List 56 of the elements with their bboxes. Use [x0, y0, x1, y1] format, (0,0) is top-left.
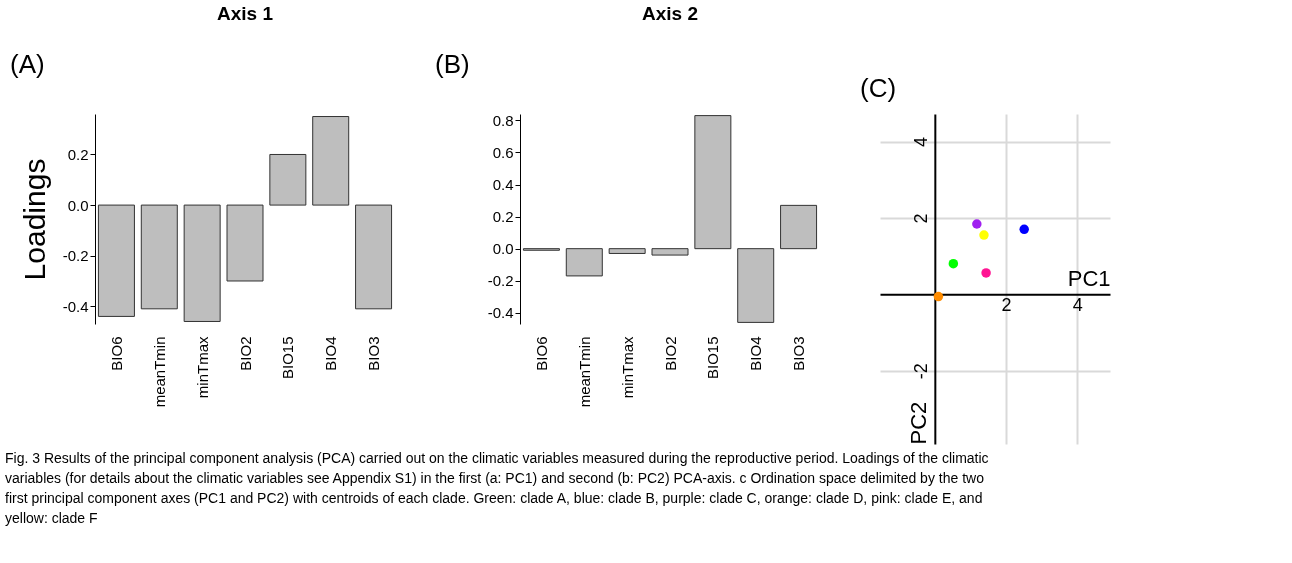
x-tick-label: minTmax [193, 336, 211, 399]
y-axis-title: PC2 [906, 401, 932, 445]
y-tick-label: 0.8 [492, 111, 514, 129]
bar [312, 116, 350, 206]
chart-title: Axis 1 [217, 3, 274, 24]
x-tick-label: BIO4 [322, 336, 340, 371]
text: (A) [10, 49, 45, 79]
x-axis-title: PC1 [1067, 265, 1111, 291]
x-tick-label: BIO15 [279, 336, 297, 380]
point [948, 258, 959, 269]
y-tick-label: -0.4 [487, 304, 514, 322]
text: (B) [435, 49, 470, 79]
bar [269, 153, 307, 206]
y-tick-label: -0.2 [62, 247, 89, 265]
bar [608, 248, 646, 254]
x-tick-label: meanTmin [150, 336, 168, 408]
y-tick-label: -0.2 [487, 272, 514, 290]
bar [183, 204, 221, 322]
x-tick-label: BIO3 [365, 336, 383, 371]
y-tick-label: 0.2 [492, 208, 514, 226]
y-tick-label: 0.0 [492, 240, 514, 258]
y-axis-title: Loadings [17, 158, 51, 281]
point [1019, 224, 1029, 235]
y-tick-label: 0.6 [492, 143, 514, 161]
x-tick-label: BIO2 [661, 336, 679, 371]
point [933, 291, 944, 302]
x-tick-label: BIO2 [236, 336, 254, 371]
x-tick-label: BIO15 [704, 336, 722, 380]
x-tick-label: BIO6 [107, 336, 125, 371]
chart-title: Axis 2 [642, 3, 698, 24]
y-tick-label: 4 [911, 136, 932, 148]
y-tick-label: 0.2 [67, 145, 89, 163]
bar [140, 204, 178, 310]
x-tick-label: minTmax [618, 336, 636, 399]
bar [694, 115, 732, 250]
bar [780, 204, 818, 250]
bar [226, 204, 264, 282]
y-tick-label: -0.4 [62, 297, 89, 315]
bar [565, 248, 603, 277]
bar [737, 248, 775, 323]
x-tick-label: BIO3 [790, 336, 808, 371]
bar [97, 204, 135, 317]
caption: Fig. 3 Results of the principal component analysis (PCA) carried out on the climatic variables measured during the reproductive period. Loadings of the climatic variables (for details about the climatic variables see Appendix S1) in the first (a: PC1) and second (b: PC2) PCA-axis. c Ordination space delimited by the two first principal component axes (PC1 and PC2) with centroids of each clade. Green: clade A, blue: clade B, purple: clade C, orange: clade D, pink: clade E, and yellow: clade F [5, 450, 989, 526]
bar [355, 204, 393, 310]
point [981, 268, 991, 278]
x-tick-label: BIO4 [747, 336, 765, 371]
text: (C) [860, 73, 897, 103]
y-tick-label: 0.4 [492, 176, 514, 194]
y-tick-label: -2 [911, 363, 932, 380]
point [979, 230, 989, 240]
bar [651, 248, 689, 256]
y-tick-label: 0.0 [67, 196, 89, 214]
x-tick-label: meanTmin [575, 336, 593, 408]
y-tick-label: 2 [911, 213, 932, 224]
point [972, 219, 982, 229]
x-tick-label: BIO6 [532, 336, 550, 371]
